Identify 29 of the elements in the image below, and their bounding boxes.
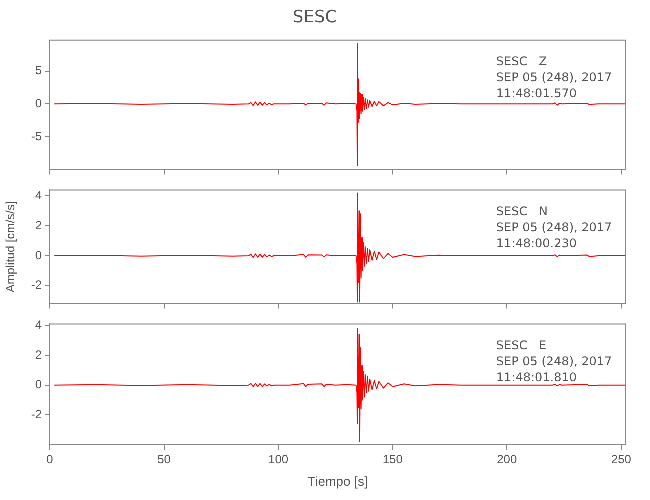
annotation: SEP 05 (248), 2017 [496, 70, 612, 85]
y-tick-label: -2 [31, 278, 42, 292]
y-tick-label: 0 [35, 378, 42, 392]
annotation: SEP 05 (248), 2017 [496, 354, 612, 368]
y-tick-label: 2 [35, 348, 42, 362]
annotation: SESC N [496, 204, 548, 218]
y-tick-label: -2 [31, 407, 42, 422]
x-axis-title: Tiempo [s] [308, 474, 368, 489]
x-tick-label: 0 [46, 452, 54, 467]
annotation: 11:48:01.810 [496, 370, 578, 384]
annotation: 11:48:01.570 [496, 86, 578, 101]
x-tick-label: 200 [497, 452, 518, 467]
x-tick-label: 100 [268, 452, 289, 467]
x-tick-label: 50 [158, 452, 172, 467]
y-tick-label: 2 [35, 218, 42, 232]
x-tick-label: 150 [382, 452, 404, 467]
annotation: SEP 05 (248), 2017 [496, 220, 612, 234]
y-axis-title: Amplitud [cm/s/s] [4, 201, 18, 293]
annotation: 11:48:00.230 [496, 236, 578, 250]
annotation: SESC Z [496, 54, 548, 69]
y-tick-label: 0 [35, 248, 42, 262]
y-tick-label: 4 [35, 318, 42, 332]
y-tick-label: -5 [31, 129, 42, 144]
x-tick-label: 250 [611, 452, 632, 467]
y-tick-label: 5 [35, 64, 42, 78]
y-tick-label: 4 [35, 188, 42, 202]
y-tick-label: 0 [35, 96, 42, 110]
chart-title: SESC [292, 8, 338, 28]
annotation: SESC E [496, 338, 547, 352]
